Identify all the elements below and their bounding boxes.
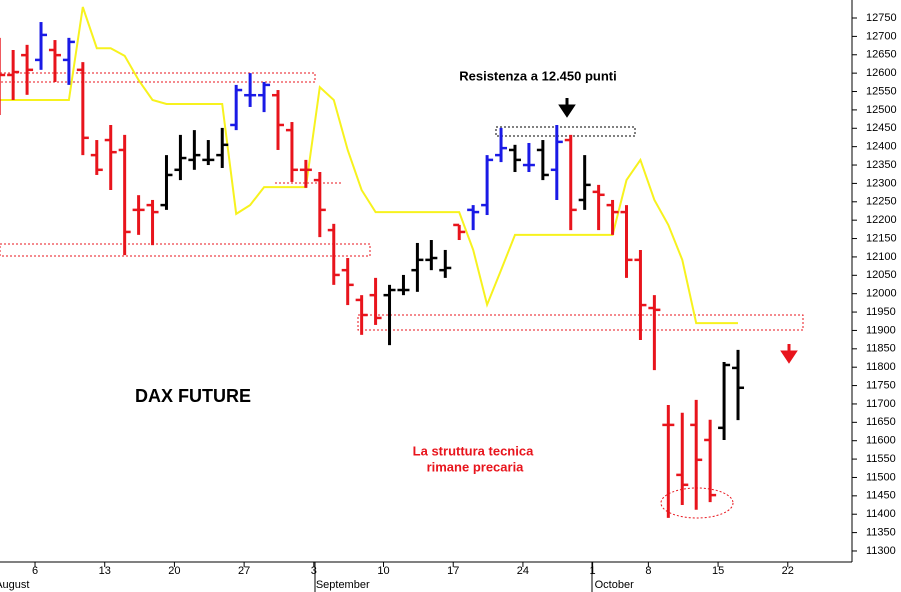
x-tick-label: 8 <box>645 565 651 577</box>
y-tick-label: 12600 <box>866 67 897 79</box>
y-tick-label: 12500 <box>866 104 897 116</box>
month-label: September <box>316 579 370 591</box>
support-zone <box>357 314 804 331</box>
y-tick-label: 12150 <box>866 232 897 244</box>
y-tick-label: 12550 <box>866 85 897 97</box>
y-tick-label: 11500 <box>866 471 896 483</box>
annotation: La struttura tecnica <box>413 443 534 458</box>
y-tick-label: 11450 <box>866 490 896 502</box>
resistance-zone <box>495 126 636 137</box>
y-tick-label: 12350 <box>866 159 897 171</box>
y-tick-label: 12400 <box>866 141 897 153</box>
y-tick-label: 12050 <box>866 269 897 281</box>
y-tick-label: 12650 <box>866 49 897 61</box>
x-tick-label: 24 <box>517 565 529 577</box>
y-tick-label: 12700 <box>866 30 897 42</box>
support-zone <box>0 243 371 257</box>
x-tick-label: 10 <box>377 565 389 577</box>
y-tick-label: 11850 <box>866 343 896 355</box>
y-tick-label: 11300 <box>866 545 896 557</box>
x-tick-label: 15 <box>712 565 724 577</box>
x-tick-label: 6 <box>32 565 38 577</box>
chart-title: DAX FUTURE <box>135 386 251 406</box>
month-label: August <box>0 579 29 591</box>
annotation: Resistenza a 12.450 punti <box>459 68 617 83</box>
x-tick-label: 20 <box>168 565 180 577</box>
y-tick-label: 11950 <box>866 306 896 318</box>
x-tick-label: 3 <box>311 565 317 577</box>
plot <box>0 6 745 518</box>
arrow-down <box>780 344 798 364</box>
y-tick-label: 11700 <box>866 398 896 410</box>
month-label: October <box>595 579 634 591</box>
y-tick-label: 11750 <box>866 379 896 391</box>
indicator-line <box>0 6 738 325</box>
zones <box>0 72 804 519</box>
y-tick-label: 12750 <box>866 12 897 24</box>
y-tick-label: 12250 <box>866 196 897 208</box>
y-tick-label: 12300 <box>866 177 897 189</box>
x-tick-label: 27 <box>238 565 250 577</box>
y-tick-label: 12200 <box>866 214 897 226</box>
y-tick-label: 12000 <box>866 288 897 300</box>
y-tick-label: 11600 <box>866 435 896 447</box>
y-tick-label: 11650 <box>866 416 896 428</box>
y-tick-label: 11800 <box>866 361 896 373</box>
y-tick-label: 11400 <box>866 508 896 520</box>
x-tick-label: 22 <box>782 565 794 577</box>
x-tick-label: 1 <box>590 565 596 577</box>
y-tick-label: 11350 <box>866 527 896 539</box>
x-tick-label: 17 <box>447 565 459 577</box>
y-tick-label: 12100 <box>866 251 897 263</box>
arrow-down <box>558 98 576 118</box>
y-tick-label: 11550 <box>866 453 896 465</box>
y-tick-label: 12450 <box>866 122 897 134</box>
y-tick-label: 11900 <box>866 324 896 336</box>
plot-area <box>0 0 852 562</box>
x-tick-label: 13 <box>99 565 111 577</box>
resistance-zone <box>0 72 316 83</box>
annotation: rimane precaria <box>427 459 525 474</box>
